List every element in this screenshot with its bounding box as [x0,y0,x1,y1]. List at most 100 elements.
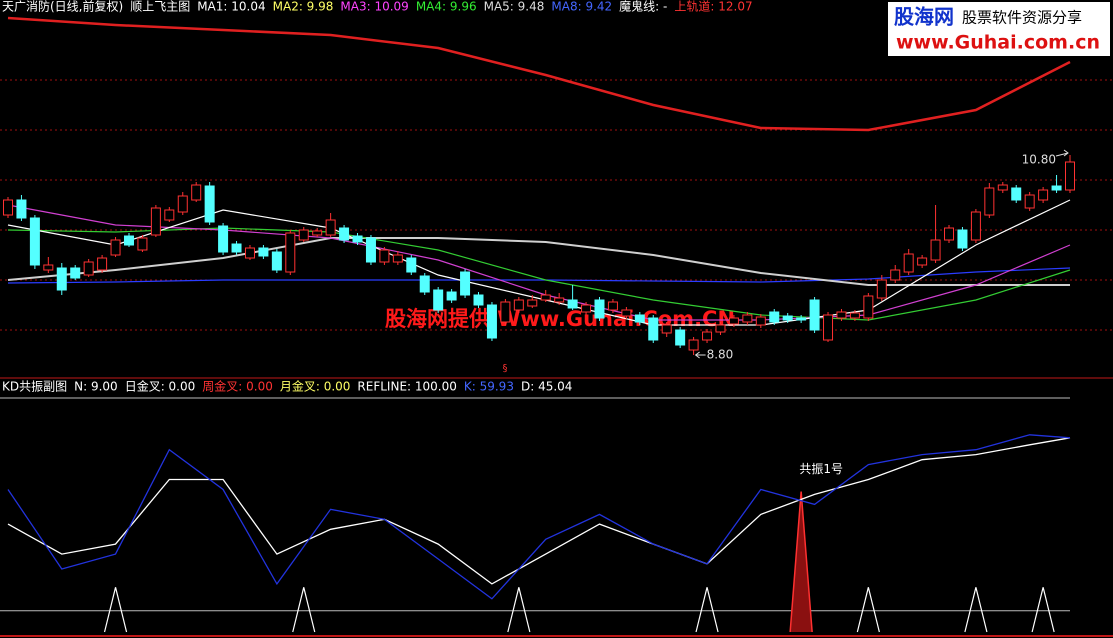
candle-body [513,299,524,311]
candle-body [769,311,780,323]
candle-body [244,247,255,259]
candle-body [231,243,242,253]
candle-body [473,294,484,306]
candle-body [917,257,928,266]
candle-body [312,230,323,236]
low-label: 8.80 [707,348,734,362]
candle-body [527,299,538,307]
candle-body [137,237,148,251]
watermark-url: www.Guhai.com.cn [896,32,1100,54]
low-arrow [694,351,706,359]
candle-body [1038,189,1049,201]
candle-body [890,269,901,281]
d-line [7,437,1071,585]
signal-spike [507,587,531,633]
high-label: 10.80 [1022,153,1056,167]
candle-body [339,227,350,241]
candle-body [150,207,161,236]
candle-body [742,314,753,323]
signal-spike [103,587,128,633]
high-arrow [1055,149,1069,157]
k-line [7,434,1071,600]
signal-spike [695,587,719,633]
signal-label: 共振1号 [799,462,843,476]
candle-body [16,199,27,219]
candle-body [715,324,726,333]
header-item: D: 45.04 [521,380,572,394]
candle-body [29,217,40,266]
candle-body [903,253,914,273]
header-item: MA4: 9.96 [416,0,477,14]
header-item: 上轨道: 12.07 [674,0,752,14]
candle-body [110,239,121,256]
candle-body [634,314,645,323]
candle-body [823,314,834,341]
signal-spike [856,587,880,633]
candle-body [285,232,296,273]
candle-body [70,267,81,279]
cursor-marker: § [503,363,508,374]
candle-body [997,184,1008,191]
candle-body [782,315,793,321]
candle-body [957,229,968,249]
candle-body [836,311,847,319]
candle-body [567,299,578,309]
candle-body [191,184,202,201]
candle-body [164,209,175,221]
candle-body [1051,185,1062,191]
candle-body [607,301,618,311]
candle-body [621,309,632,317]
candle-body [675,329,686,346]
candle-body [849,312,860,319]
candle-body [56,267,67,291]
candle-body [446,291,457,301]
candle-body [460,271,471,296]
candle-body [486,304,497,339]
header-item: 魔鬼线: - [619,0,667,14]
header-item: MA5: 9.48 [484,0,545,14]
candle-body [218,225,229,253]
header-item: MA3: 10.09 [340,0,408,14]
candle-body [406,257,417,273]
candle-body [365,237,376,263]
candle-body [123,235,134,246]
candle-body [298,229,309,241]
candle-body [1011,187,1022,201]
candle-body [876,279,887,299]
candle-body [944,227,955,241]
candle-body [392,254,403,263]
candle-body [1065,161,1075,191]
candle-body [43,264,54,271]
candle-body [688,339,699,351]
header-item: 天广消防(日线,前复权) [2,0,123,14]
candle-body [930,239,941,261]
header-item: MA2: 9.98 [273,0,334,14]
header-item: 顺上飞主图 [130,0,190,14]
signal-spike [1031,587,1055,633]
candle-body [554,297,565,303]
candle-body [325,219,336,236]
candle-body [3,199,13,216]
header-item: 日金叉: 0.00 [125,379,196,394]
candle-body [755,316,766,326]
header-item: 月金叉: 0.00 [280,379,351,394]
watermark-slogan: 股票软件资源分享 [962,9,1082,27]
center-watermark: 股海网提供 Www.Guhai.Com.CN [385,307,735,331]
moving-average-line [7,227,1071,321]
candle-body [204,185,215,223]
candle-body [177,195,188,213]
watermark-box [888,2,1110,56]
header-item: MA1: 10.04 [197,0,265,14]
candle-body [433,289,444,311]
candle-body [1024,194,1035,209]
candle-body [809,299,820,331]
candle-body [379,249,390,263]
candle-body [500,301,511,323]
header-item: N: 9.00 [74,380,118,394]
candle-body [258,247,269,257]
candle-body [540,294,551,301]
candle-body [97,257,108,271]
candle-body [728,317,739,325]
